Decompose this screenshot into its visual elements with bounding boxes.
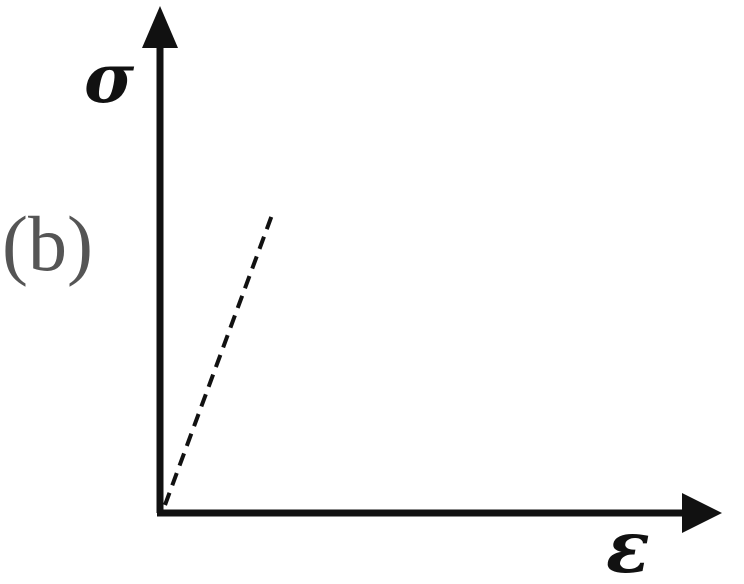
y-axis-arrowhead [142, 6, 178, 48]
panel-label: (b) [2, 200, 93, 287]
y-axis-symbol: σ [84, 39, 135, 119]
x-axis-arrowhead [682, 493, 722, 533]
x-axis-symbol: ε [606, 504, 650, 584]
dashed-linear-line [163, 214, 274, 506]
